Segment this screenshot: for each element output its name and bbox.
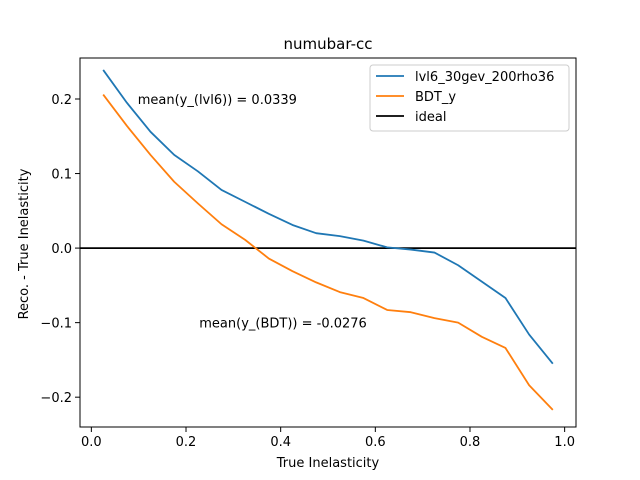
- y-tick-label: −0.2: [40, 391, 72, 406]
- y-tick-label: 0.2: [51, 93, 72, 108]
- annotation-text: mean(y_(BDT)) = -0.0276: [199, 317, 367, 332]
- x-tick-label: 0.8: [460, 435, 481, 450]
- y-tick-label: 0.0: [51, 242, 72, 257]
- x-tick-label: 0.0: [81, 435, 102, 450]
- axes-frame: [79, 57, 577, 428]
- legend-label: BDT_y: [415, 90, 456, 105]
- legend-box: [369, 64, 570, 132]
- x-tick-label: 1.0: [554, 435, 575, 450]
- legend-label: lvl6_30gev_200rho36: [415, 70, 554, 85]
- y-tick-label: −0.1: [40, 317, 72, 332]
- plot-area: 0.0 0.2 0.4 0.6 0.8 1.0 −0.2 −0.1 0.0 0.1 0.2 mean(…: [40, 57, 577, 450]
- chart-title: numubar-cc: [284, 35, 373, 53]
- x-tick-label: 0.2: [176, 435, 197, 450]
- series-line-lvl6_30gev_200rho36: [102, 69, 554, 365]
- annotation-text: mean(y_(lvl6)) = 0.0339: [138, 93, 297, 108]
- x-tick-label: 0.4: [270, 435, 291, 450]
- y-axis-label: Reco. - True Inelasticity: [17, 168, 32, 319]
- x-axis-label: True Inelasticity: [276, 456, 380, 471]
- x-tick-label: 0.6: [365, 435, 386, 450]
- series-line-BDT_y: [102, 93, 554, 411]
- y-tick-label: 0.1: [51, 168, 72, 183]
- legend-label: ideal: [415, 110, 446, 125]
